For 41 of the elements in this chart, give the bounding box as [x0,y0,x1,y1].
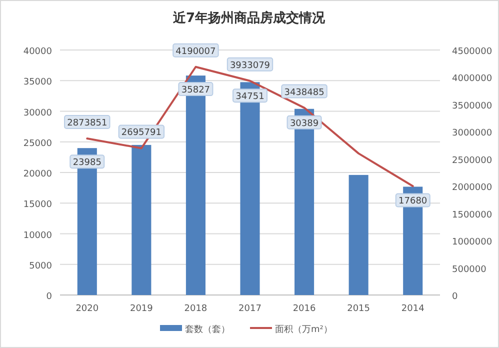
y-tick-label: 15000 [23,200,52,210]
y2-tick-label: 4000000 [452,74,492,84]
x-tick-label: 2016 [292,304,316,314]
legend-label: 套数（套） [185,324,230,335]
data-label: 34751 [236,92,264,102]
data-label: 35827 [181,86,210,96]
y-tick-label: 10000 [23,230,52,241]
y2-tick-label: 1500000 [452,210,492,220]
data-label: 17680 [398,196,428,207]
y-tick-label: 35000 [23,78,52,88]
y2-tick-label: 2000000 [452,183,492,194]
x-tick-label: 2014 [401,304,425,314]
y-tick-label: 30000 [23,108,52,118]
data-label: 2695791 [121,128,162,138]
bar [132,144,152,295]
y2-tick-label: 2500000 [452,156,492,166]
data-label: 4190007 [176,46,216,57]
y-tick-label: 5000 [29,261,52,272]
x-tick-label: 2019 [130,304,154,314]
y-tick-label: 25000 [23,138,52,149]
data-label: 3438485 [284,88,324,98]
chart-title: 近7年扬州商品房成交情况 [172,10,326,26]
legend-label: 面积（万m²） [275,325,332,335]
data-label: 3933079 [230,60,270,71]
x-tick-label: 2017 [238,304,262,314]
x-tick-label: 2015 [347,304,370,314]
x-tick-label: 2020 [76,304,99,314]
y2-tick-label: 4500000 [452,47,492,57]
y2-tick-label: 3000000 [452,128,492,139]
y2-tick-label: 1000000 [452,238,492,248]
data-label: 30389 [290,118,319,129]
x-tick-label: 2018 [184,304,208,314]
data-label: 23985 [72,158,102,168]
y2-tick-label: 500000 [452,264,487,275]
data-label: 2873851 [67,118,108,129]
bar [348,174,368,295]
y2-tick-label: 0 [452,292,458,302]
y-tick-label: 40000 [23,47,52,57]
y-tick-label: 0 [46,292,52,302]
y2-tick-label: 3500000 [452,101,492,112]
y-tick-label: 20000 [23,170,52,180]
